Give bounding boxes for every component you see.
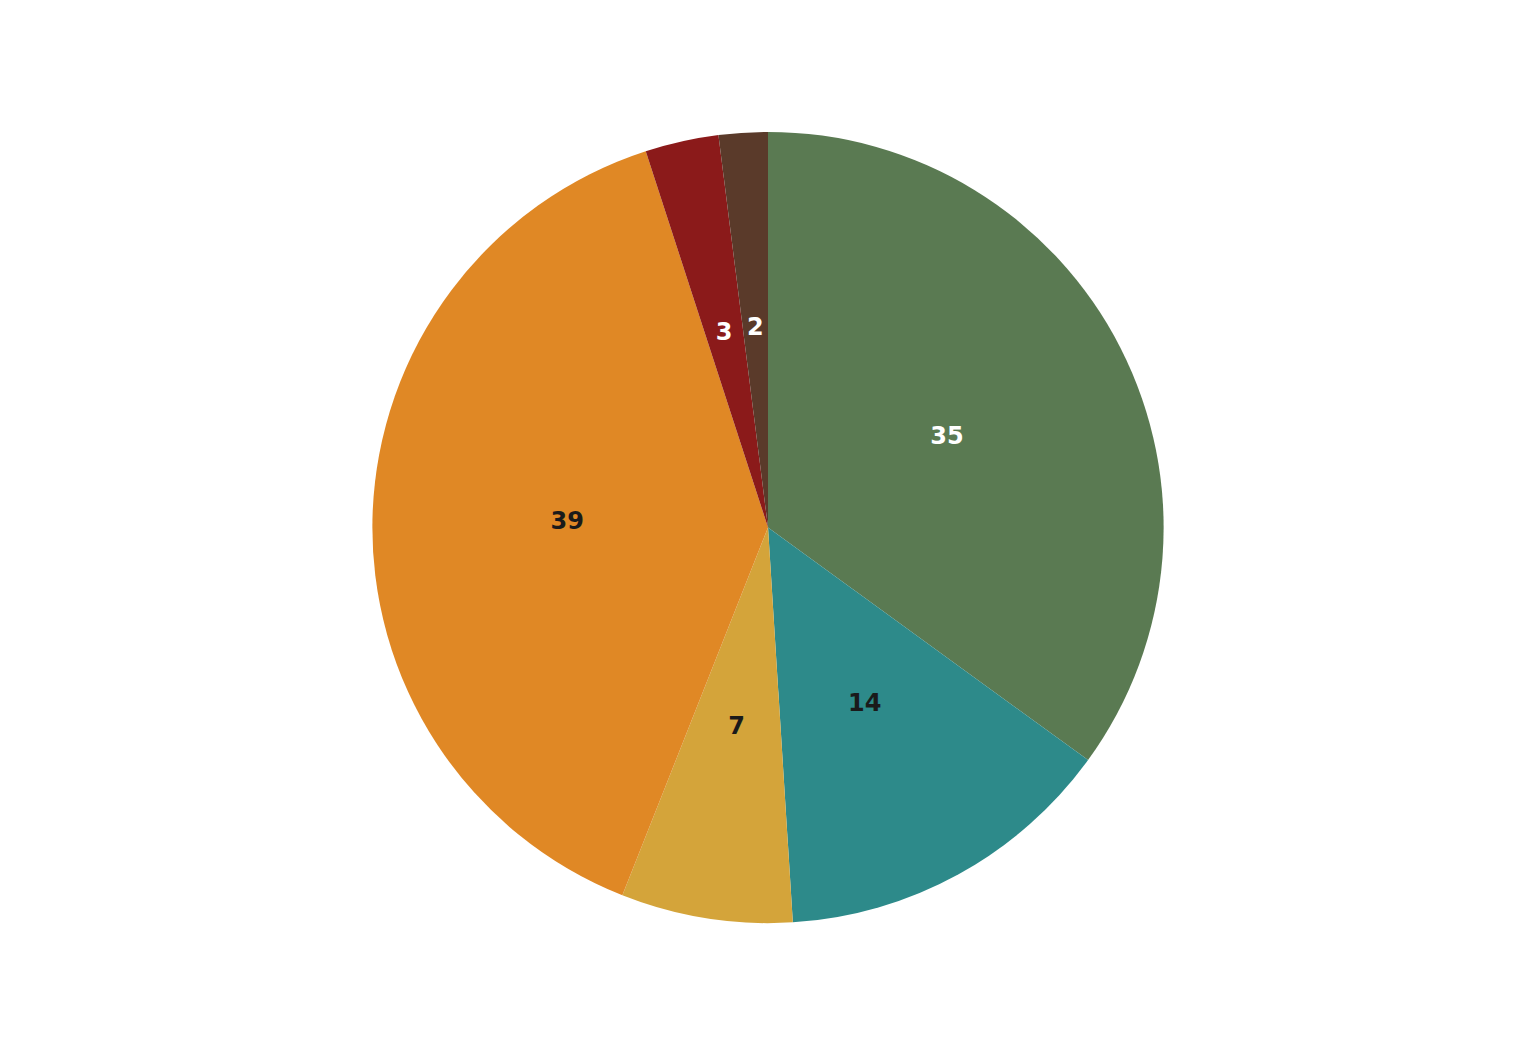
svg-text:35: 35 xyxy=(930,422,963,450)
svg-text:39: 39 xyxy=(551,507,584,535)
svg-text:3: 3 xyxy=(716,318,733,346)
svg-text:2: 2 xyxy=(747,313,764,341)
svg-text:7: 7 xyxy=(728,712,745,740)
svg-text:14: 14 xyxy=(848,689,881,717)
